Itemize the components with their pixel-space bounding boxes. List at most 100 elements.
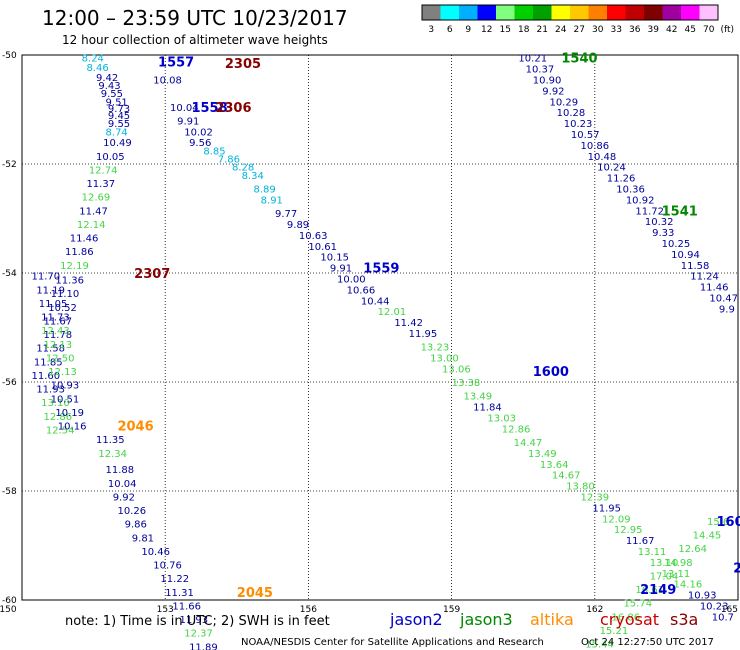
colorbar-swatch [551, 5, 570, 20]
wave-height-value: 13.49 [464, 392, 493, 403]
colorbar-swatch [588, 5, 607, 20]
wave-height-value: 11.19 [36, 285, 65, 296]
x-tick-label: 153 [157, 605, 174, 615]
note-text: note: 1) Time is in UTC; 2) SWH is in fe… [65, 614, 330, 629]
wave-height-value: 13.64 [540, 460, 569, 471]
wave-height-value: 8.89 [254, 185, 276, 196]
wave-height-value: 8.74 [106, 127, 128, 138]
colorbar-label: 21 [537, 25, 548, 35]
wave-height-value: 10.48 [588, 152, 617, 163]
colorbar-label: 12 [481, 25, 492, 35]
wave-height-value: 14.67 [552, 471, 581, 482]
axis-ticks: 150 153 156 159 162 165 -50 -52 -54 -56 -58 -60 [0, 51, 738, 615]
colorbar-swatch [699, 5, 718, 20]
wave-height-value: 11.95 [592, 503, 621, 514]
wave-height-value: 9.43 [98, 81, 120, 92]
wave-height-value: 9.55 [108, 119, 130, 130]
wave-height-value: 13.00 [430, 353, 459, 364]
wave-height-value: 11.66 [172, 601, 201, 612]
pass-time-label: 1541 [662, 204, 698, 219]
legend-jason2: jason2 [389, 610, 443, 629]
wave-height-value: 12.09 [602, 514, 631, 525]
wave-height-value: 12.86 [43, 412, 72, 423]
wave-height-value: 10.37 [526, 65, 555, 76]
wave-height-value: 10.92 [626, 195, 655, 206]
wave-height-value: 9.51 [106, 97, 128, 108]
pass-time-label: 1557 [158, 56, 194, 71]
wave-height-value: 10.63 [299, 231, 328, 242]
wave-height-value: 13.11 [638, 547, 667, 558]
wave-height-value: 10.7 [712, 612, 734, 623]
wave-height-value: 12.69 [82, 193, 111, 204]
legend-cryosat: cryosat [600, 610, 659, 629]
colorbar-label: 36 [629, 25, 641, 35]
y-tick-label: -58 [2, 487, 17, 497]
colorbar-swatch [440, 5, 459, 20]
wave-height-value: 10.32 [645, 217, 674, 228]
wave-height-value: 11.47 [79, 206, 108, 217]
wave-height-value: 11.60 [32, 371, 61, 382]
pass-time-label: 2306 [215, 101, 251, 116]
wave-height-value: 12.95 [614, 525, 643, 536]
x-tick-label: 159 [443, 605, 460, 615]
wave-height-value: 13.10 [41, 398, 70, 409]
wave-height-value: 10.66 [347, 285, 376, 296]
wave-height-value: 12.19 [60, 261, 89, 272]
colorbar-swatch [644, 5, 663, 20]
wave-height-value: 15.74 [623, 599, 652, 610]
wave-height-value: 9.56 [189, 138, 211, 149]
wave-height-value: 11.58 [681, 261, 710, 272]
wave-height-value: 10.93 [688, 591, 717, 602]
wave-height-value: 11.10 [51, 289, 80, 300]
wave-height-value: 14.45 [693, 531, 722, 542]
wave-height-value: 8.85 [203, 146, 225, 157]
wave-height-value: 10.16 [58, 422, 87, 433]
colorbar-label: 6 [447, 25, 453, 35]
colorbar-swatch [533, 5, 552, 20]
wave-height-value: 10.25 [662, 239, 691, 250]
wave-height-value: 10.19 [55, 408, 84, 419]
wave-height-value: 15.6 [707, 517, 729, 528]
colorbar-label: 42 [666, 25, 677, 35]
colorbar-border [421, 4, 719, 21]
colorbar-label: (ft) [720, 25, 734, 35]
pass-time-label: 1601 [717, 515, 740, 530]
data-points: 8.248.469.429.439.559.519.739.459.558.74… [32, 54, 738, 650]
wave-height-value: 13.38 [452, 378, 481, 389]
wave-height-value: 13.23 [421, 343, 450, 354]
wave-height-value: 9.9 [719, 304, 735, 315]
y-tick-label: -52 [2, 160, 17, 170]
wave-height-value: 10.46 [141, 547, 170, 558]
wave-height-value: 10.51 [51, 394, 80, 405]
x-tick-label: 156 [300, 605, 317, 615]
wave-height-value: 12.86 [502, 424, 531, 435]
wave-height-value: 10.52 [48, 303, 77, 314]
pass-time-label: 1600 [533, 365, 569, 380]
colorbar-label: 45 [685, 25, 696, 35]
wave-height-value: 11.37 [86, 179, 115, 190]
wave-height-value: 10.29 [549, 97, 578, 108]
wave-height-value: 13.03 [487, 413, 516, 424]
wave-height-value: 11.93 [36, 385, 65, 396]
legend-altika: altika [530, 610, 574, 629]
wave-height-value: 12.64 [678, 544, 707, 555]
chart-subtitle: 12 hour collection of altimeter wave hei… [62, 33, 328, 47]
wave-height-value: 13.11 [662, 569, 691, 580]
wave-height-value: 11.24 [690, 272, 719, 283]
wave-height-value: 8.46 [86, 63, 108, 74]
wave-height-value: 10.21 [518, 54, 547, 65]
colorbar-swatch [607, 5, 626, 20]
wave-height-value: 11.85 [34, 357, 63, 368]
wave-height-value: 11.86 [65, 247, 94, 258]
wave-height-value: 10.76 [153, 561, 182, 572]
pass-time-label: 1559 [363, 262, 399, 277]
colorbar-label: 18 [518, 25, 530, 35]
wave-height-value: 13.06 [442, 364, 471, 375]
colorbar-label: 30 [592, 25, 604, 35]
wave-height-value: 11.26 [607, 174, 636, 185]
wave-height-value: 9.92 [542, 86, 564, 97]
wave-height-value: 11.93 [180, 615, 209, 626]
pass-time-label: 2046 [117, 420, 153, 435]
colorbar-swatch [681, 5, 700, 20]
wave-height-value: 9.55 [101, 89, 123, 100]
